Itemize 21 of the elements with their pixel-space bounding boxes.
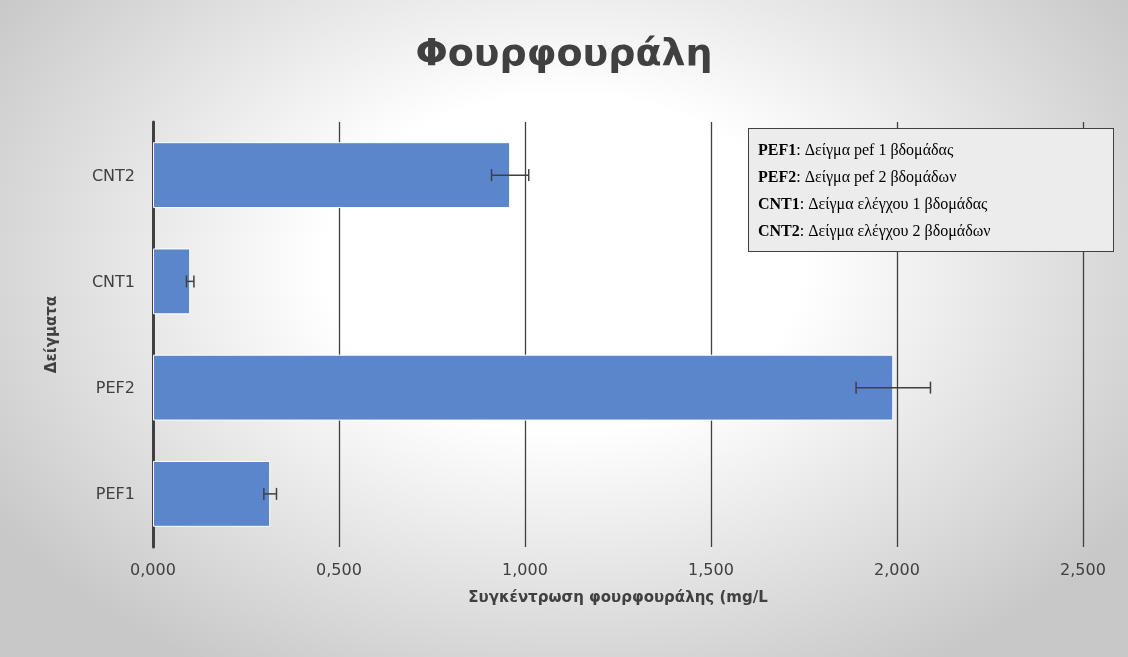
annotation: CNT1: Δείγμα ελέγχου 1 βδομάδας xyxy=(758,194,989,215)
y-axis-title: Δείγματα xyxy=(41,295,60,374)
bar xyxy=(153,248,191,315)
x-tick-label: 0,000 xyxy=(130,559,176,579)
annotation: PEF2: Δείγμα pef 2 βδομάδων xyxy=(758,167,958,188)
y-tick-label: PEF1 xyxy=(95,484,135,504)
y-tick-label: PEF2 xyxy=(95,378,135,398)
x-tick-label: 2,500 xyxy=(1060,559,1106,579)
bar xyxy=(153,354,894,421)
annotation: PEF1: Δείγμα pef 1 βδομάδας xyxy=(758,140,955,161)
x-tick-label: 1,000 xyxy=(502,559,548,579)
bar xyxy=(153,142,511,209)
x-tick-label: 1,500 xyxy=(688,559,734,579)
x-tick-label: 0,500 xyxy=(316,559,362,579)
x-axis-title: Συγκέντρωση φουρφουράλης (mg/L xyxy=(468,587,769,606)
bar xyxy=(153,460,271,527)
chart-title: Φουρφουράλη xyxy=(415,30,713,74)
annotation: CNT2: Δείγμα ελέγχου 2 βδομάδων xyxy=(758,221,992,242)
x-tick-label: 2,000 xyxy=(874,559,920,579)
y-tick-label: CNT1 xyxy=(91,271,135,291)
y-tick-label: CNT2 xyxy=(91,165,135,185)
